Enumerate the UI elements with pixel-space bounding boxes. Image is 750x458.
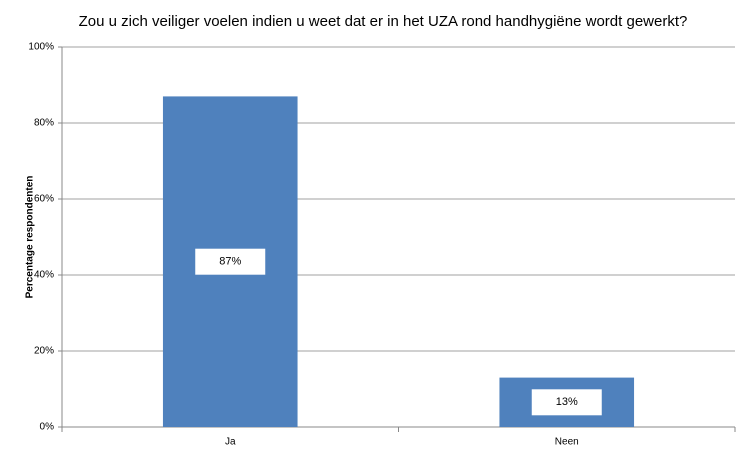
- value-label: 13%: [556, 396, 578, 408]
- value-label-box: [531, 389, 602, 416]
- y-tick-label: 40%: [34, 270, 54, 281]
- x-tick-label: Ja: [225, 437, 236, 448]
- chart-title: Zou u zich veiliger voelen indien u weet…: [79, 13, 688, 30]
- value-label-box: [195, 248, 266, 275]
- y-tick-label: 60%: [34, 194, 54, 205]
- y-tick-label: 20%: [34, 346, 54, 357]
- y-tick-label: 100%: [28, 42, 54, 53]
- y-axis-label: Percentage respondenten: [25, 176, 36, 299]
- y-tick-label: 80%: [34, 118, 54, 129]
- x-tick-label: Neen: [555, 437, 579, 448]
- y-tick-label: 0%: [40, 422, 55, 433]
- value-label: 87%: [219, 256, 241, 268]
